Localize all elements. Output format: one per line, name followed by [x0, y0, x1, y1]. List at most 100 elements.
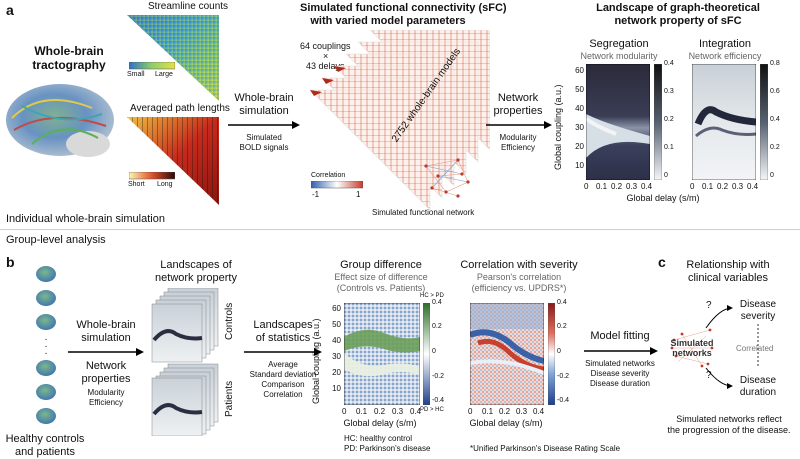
simulation-arrow-sub2: BOLD signals: [239, 143, 289, 152]
segregation-title: Segregation: [589, 38, 649, 50]
sim2-arrow-sub1: Modularity: [87, 388, 125, 397]
network-arrow-line2: properties: [493, 105, 543, 117]
section-divider: [0, 229, 800, 230]
severity-heatmap: [470, 303, 544, 405]
landscape-xlabel: Global delay (s/m): [626, 193, 700, 203]
xtick: 0: [584, 182, 589, 191]
sfc-corr-min: -1: [312, 190, 320, 199]
sim2-arrow-line4: properties: [81, 373, 131, 385]
simulation-arrow-sub1: Simulated: [246, 133, 282, 142]
simulated-network-graph: [424, 158, 470, 198]
panel-letter-b: b: [6, 254, 15, 270]
network-arrow-sub2: Efficiency: [500, 143, 536, 152]
severity-colorbar-ticks: 0.4 0.2 0 -0.2 -0.4: [557, 299, 577, 409]
severity-sub1: Pearson's correlation: [476, 272, 562, 282]
groupdiff-heatmap: [344, 303, 420, 405]
sim2-arrow: [68, 348, 144, 356]
simulation-arrow-sub: Simulated BOLD signals: [224, 133, 304, 153]
sfc-corr-bar: [311, 181, 363, 189]
stack-title: Landscapes of network property: [146, 259, 246, 285]
ytick: 30: [575, 123, 584, 132]
integration-colorbar-ticks: 0.8 0.6 0.4 0.2 0: [770, 60, 792, 184]
cbar-tick: 0.4: [664, 60, 674, 67]
groupdiff-cbar-top: HC > PD: [420, 293, 444, 299]
ytick: 20: [332, 368, 341, 377]
xtick: 0.4: [641, 182, 653, 191]
cbar-tick: 0.4: [432, 299, 442, 306]
ytick: 60: [575, 66, 584, 75]
severity-xlabel: Global delay (s/m): [469, 418, 543, 428]
xtick: 0: [342, 407, 347, 416]
fitting-arrow-sub2: Disease severity: [590, 369, 650, 378]
network-arrow-sub: Modularity Efficiency: [482, 133, 554, 153]
xtick: 0.4: [747, 182, 759, 191]
ytick: 40: [332, 336, 341, 345]
clinical-q-severity: ?: [706, 300, 712, 311]
sfc-corr-max: 1: [356, 190, 361, 199]
integration-heatmap: [692, 64, 756, 180]
sfc-title: Simulated functional connectivity (sFC) …: [300, 2, 507, 28]
fitting-arrow-sub3: Disease duration: [589, 379, 651, 388]
clinical-caption-line2: the progression of the disease.: [667, 425, 791, 435]
stats-arrow-sub3: Comparison: [261, 380, 305, 389]
stats-arrow-sub1: Average: [268, 360, 298, 369]
streamline-scale-bar: [129, 62, 175, 70]
groupdiff-note1: HC: healthy control: [344, 434, 413, 443]
individual-simulation-label: Individual whole-brain simulation: [6, 213, 165, 225]
ytick: 50: [332, 320, 341, 329]
simulation-arrow-line1: Whole-brain: [234, 92, 294, 104]
streamline-matrix: [127, 15, 219, 101]
groupdiff-colorbar: [423, 303, 430, 405]
cbar-tick: -0.4: [557, 397, 570, 404]
stats-arrow-sub4: Correlation: [263, 390, 303, 399]
brains-caption: Healthy controls and patients: [0, 433, 90, 459]
brains-ellipsis: · · ·: [44, 334, 48, 359]
sfc-delays: 43 delays: [306, 61, 345, 71]
cbar-tick: 0: [770, 172, 774, 179]
network-arrow: [486, 121, 552, 129]
xtick: 0.2: [374, 407, 386, 416]
segregation-colorbar: [654, 64, 662, 180]
severity-xticks: 0 0.1 0.2 0.3 0.4: [466, 407, 550, 417]
clinical-title-line1: Relationship with: [686, 259, 770, 271]
xtick: 0.1: [356, 407, 368, 416]
brains-caption-line2: and patients: [15, 446, 75, 458]
groupdiff-note2: PD: Parkinson's disease: [344, 444, 431, 453]
group-analysis-label: Group-level analysis: [6, 234, 106, 246]
sfc-times: ×: [323, 51, 329, 61]
tractography-title-line1: Whole-brain: [34, 44, 104, 58]
stack-title-line1: Landscapes of: [160, 259, 232, 271]
clinical-q-duration: ?: [706, 370, 712, 381]
xtick: 0.3: [516, 407, 528, 416]
stack-patients-label: Patients: [224, 380, 235, 417]
clinical-title-line2: clinical variables: [687, 272, 769, 284]
simulation-arrow-label: Whole-brain simulation: [224, 92, 304, 118]
integration-colorbar: [760, 64, 768, 180]
landscape-title: Landscape of graph-theoretical network p…: [578, 2, 778, 28]
clinical-correlated: Correlated: [736, 344, 774, 353]
tractography-title: Whole-brain tractography: [14, 44, 124, 72]
sim2-arrow-label-top: Whole-brain simulation: [66, 319, 146, 345]
ytick: 60: [332, 304, 341, 313]
sfc-matrix-stack: [309, 30, 490, 211]
network-arrow-line1: Network: [497, 92, 539, 104]
xtick: 0.1: [596, 182, 608, 191]
cbar-tick: 0.6: [770, 88, 780, 95]
severity-colorbar: [548, 303, 555, 405]
panel-letter-a: a: [6, 2, 14, 18]
sfc-corr-label: Correlation: [311, 172, 346, 179]
simulation-arrow-line2: simulation: [239, 105, 289, 117]
landscape-title-line2: network property of sFC: [614, 15, 742, 27]
fitting-arrow-label: Model fitting: [590, 330, 650, 342]
integration-subtitle: Network efficiency: [688, 51, 762, 61]
groupdiff-notes: HC: healthy control PD: Parkinson's dise…: [344, 434, 430, 454]
ytick: 20: [575, 142, 584, 151]
panel-letter-c: c: [658, 254, 666, 270]
cbar-tick: -0.4: [432, 397, 445, 404]
streamline-scale-low: Small: [127, 71, 145, 78]
fitting-arrow-sub1: Simulated networks: [585, 359, 655, 368]
xtick: 0.2: [611, 182, 623, 191]
sim2-arrow-line2: simulation: [81, 332, 131, 344]
xtick: 0.3: [732, 182, 744, 191]
xtick: 0: [468, 407, 473, 416]
